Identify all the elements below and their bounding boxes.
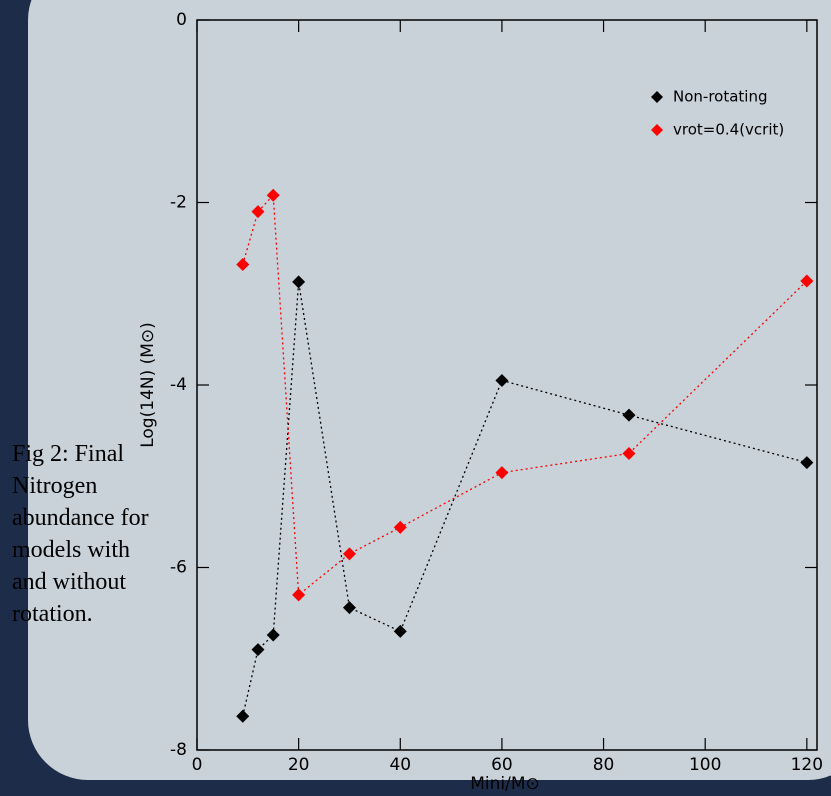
series-line — [243, 282, 807, 716]
legend-marker — [651, 124, 663, 136]
x-tick-label: 0 — [192, 755, 203, 775]
y-tick-label: -4 — [170, 375, 187, 395]
point — [495, 466, 508, 479]
point — [251, 643, 264, 656]
point — [394, 625, 407, 638]
y-tick-label: -2 — [170, 193, 187, 213]
x-tick-label: 60 — [491, 755, 513, 775]
point — [267, 629, 280, 642]
point — [394, 521, 407, 534]
series-line — [243, 195, 807, 595]
point — [495, 374, 508, 387]
point — [343, 601, 356, 614]
x-tick-label: 20 — [288, 755, 310, 775]
y-tick-label: -8 — [170, 740, 187, 760]
page: Fig 2: Final Nitrogen abundance for mode… — [0, 0, 831, 796]
x-tick-label: 120 — [791, 755, 823, 775]
point — [236, 710, 249, 723]
x-tick-label: 100 — [689, 755, 721, 775]
x-tick-label: 40 — [389, 755, 411, 775]
y-tick-label: 0 — [176, 10, 187, 30]
legend-marker — [651, 91, 663, 103]
point — [236, 258, 249, 271]
point — [800, 456, 813, 469]
point — [292, 275, 305, 288]
legend-label: vrot=0.4(vcrit) — [673, 121, 784, 139]
x-axis-label: Mini/M⊙ — [470, 774, 540, 794]
x-tick-label: 80 — [593, 755, 615, 775]
point — [622, 409, 635, 422]
point — [292, 588, 305, 601]
legend-label: Non-rotating — [673, 88, 767, 106]
chart: Mini/M⊙ Log(14N) (M⊙) -8 -6 -4 -2 0 0 20 40 60 80… — [0, 0, 831, 796]
point — [343, 547, 356, 560]
y-axis-label: Log(14N) (M⊙) — [138, 322, 158, 448]
y-tick-label: -6 — [170, 558, 187, 578]
